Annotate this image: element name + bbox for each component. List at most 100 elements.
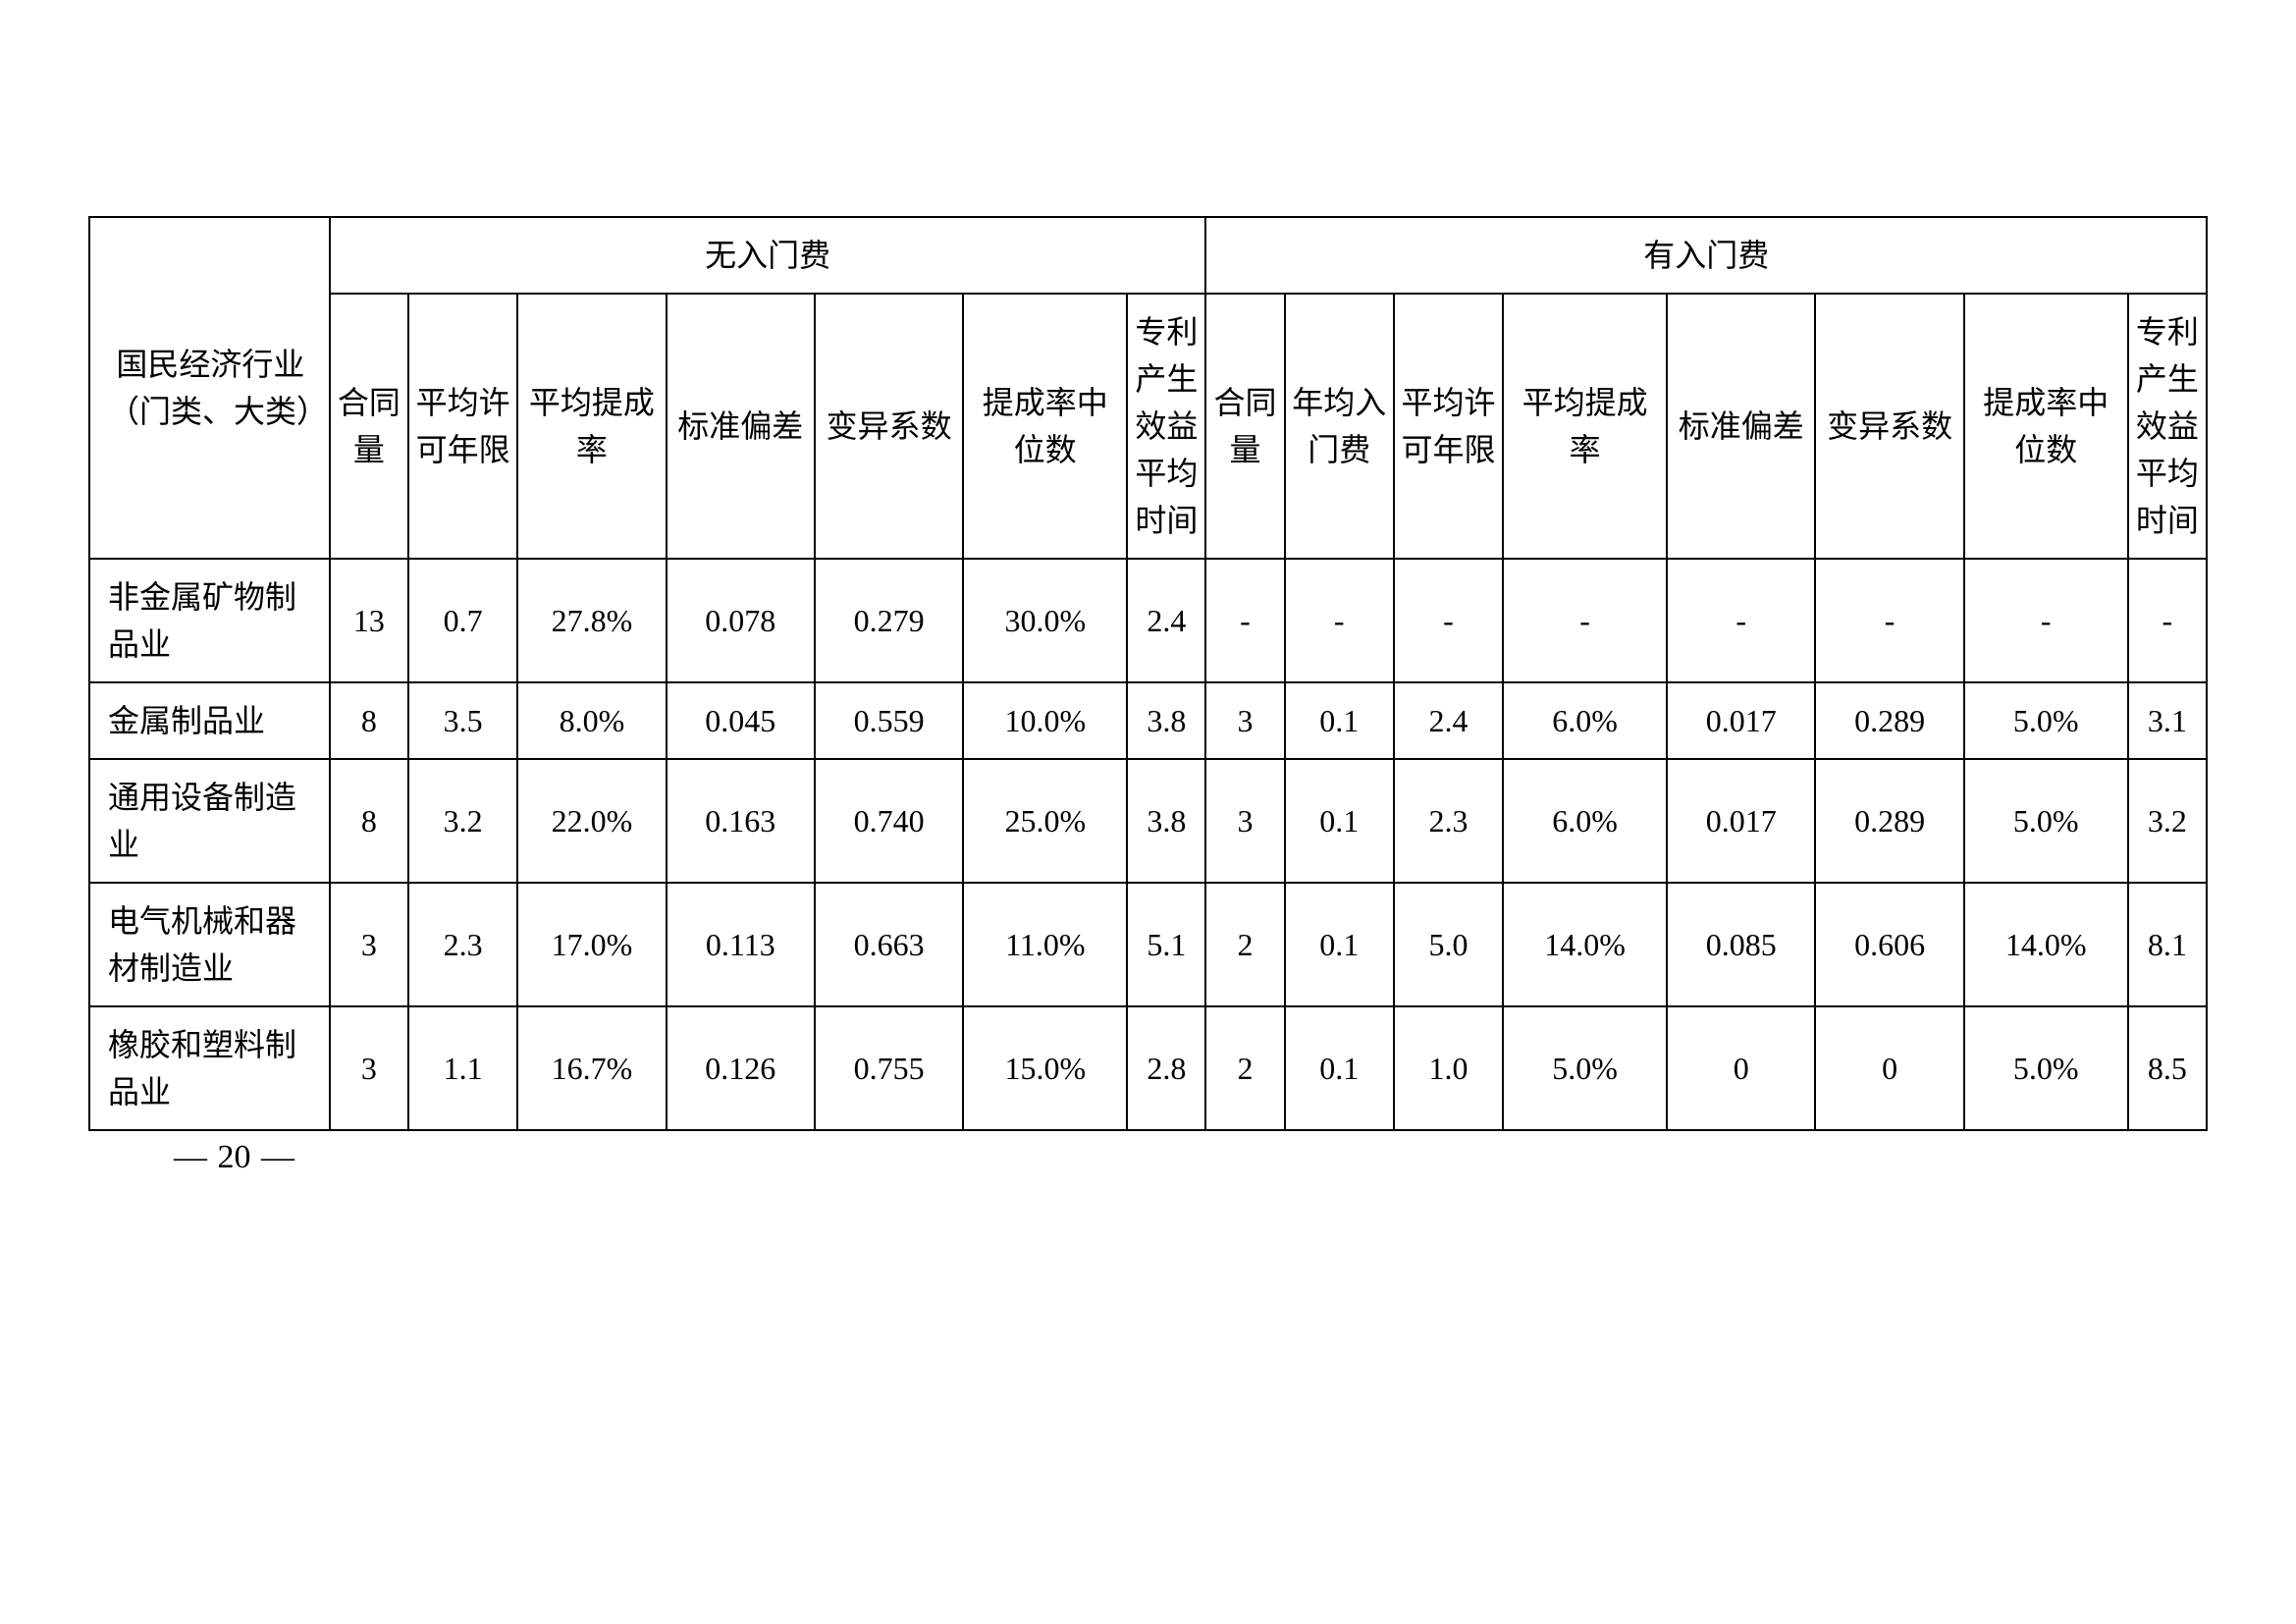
table-cell: 0 [1667,1006,1815,1130]
table-cell: 3 [330,883,408,1006]
table-cell: 3.2 [2128,759,2207,883]
table-cell: 0.126 [667,1006,815,1130]
col-subheader: 专利产生效益平均时间 [2128,294,2207,559]
table-cell: 2.4 [1394,682,1503,759]
table-cell: 2 [1205,1006,1284,1130]
table-cell: 25.0% [963,759,1127,883]
col-subheader: 平均许可年限 [408,294,517,559]
table-cell: 3.8 [1127,682,1205,759]
col-subheader: 平均提成率 [1503,294,1667,559]
table-cell: 1.1 [408,1006,517,1130]
table-cell: 8 [330,759,408,883]
table-cell: 30.0% [963,559,1127,682]
table-cell: 0.113 [667,883,815,1006]
table-cell: 0.279 [815,559,963,682]
table-cell: 2.3 [408,883,517,1006]
table-cell: 5.0% [1964,759,2128,883]
table-cell: 0.017 [1667,682,1815,759]
table-cell: 0.085 [1667,883,1815,1006]
col-subheader: 平均许可年限 [1394,294,1503,559]
table-cell: 0.1 [1285,759,1394,883]
table-cell: 0.755 [815,1006,963,1130]
table-cell: 14.0% [1964,883,2128,1006]
table-cell: 10.0% [963,682,1127,759]
table-cell: 2.8 [1127,1006,1205,1130]
table-cell: 13 [330,559,408,682]
page-number: — 20 — [172,1139,296,1176]
table-row: 电气机械和器材制造业32.317.0%0.1130.66311.0%5.120.… [89,883,2207,1006]
table-cell: 5.0% [1503,1006,1667,1130]
table-cell: - [1964,559,2128,682]
table-cell: 2 [1205,883,1284,1006]
table-cell: 0.289 [1815,759,1963,883]
table-cell: 0.078 [667,559,815,682]
col-subheader: 提成率中位数 [963,294,1127,559]
table-cell: 0.045 [667,682,815,759]
table-cell: 1.0 [1394,1006,1503,1130]
table-cell: 0.606 [1815,883,1963,1006]
table-cell: 0 [1815,1006,1963,1130]
table-cell: 0.7 [408,559,517,682]
row-label: 非金属矿物制品业 [89,559,330,682]
table-cell: 3 [1205,759,1284,883]
table-cell: 0.1 [1285,1006,1394,1130]
col-subheader: 变异系数 [815,294,963,559]
table-cell: 3 [330,1006,408,1130]
table-cell: 0.017 [1667,759,1815,883]
table-cell: 15.0% [963,1006,1127,1130]
row-label: 金属制品业 [89,682,330,759]
table-cell: 8 [330,682,408,759]
table-cell: 8.5 [2128,1006,2207,1130]
table-cell: 22.0% [517,759,666,883]
col-header-industry: 国民经济行业（门类、大类） [89,217,330,559]
table-cell: 6.0% [1503,682,1667,759]
table-row: 橡胶和塑料制品业31.116.7%0.1260.75515.0%2.820.11… [89,1006,2207,1130]
col-subheader: 变异系数 [1815,294,1963,559]
table-cell: 0.163 [667,759,815,883]
col-subheader: 平均提成率 [517,294,666,559]
table-cell: 5.1 [1127,883,1205,1006]
table-cell: 3.5 [408,682,517,759]
table-cell: 3.2 [408,759,517,883]
table-cell: 5.0% [1964,682,2128,759]
table-cell: 5.0% [1964,1006,2128,1130]
col-subheader: 合同量 [1205,294,1284,559]
table-cell: 6.0% [1503,759,1667,883]
table-cell: 0.289 [1815,682,1963,759]
table-cell: - [1285,559,1394,682]
col-subheader: 专利产生效益平均时间 [1127,294,1205,559]
table-cell: 0.1 [1285,682,1394,759]
table-cell: 0.559 [815,682,963,759]
col-subheader: 标准偏差 [667,294,815,559]
table-cell: 5.0 [1394,883,1503,1006]
table-cell: - [1503,559,1667,682]
table-cell: 3.1 [2128,682,2207,759]
table-cell: 0.740 [815,759,963,883]
table-cell: 17.0% [517,883,666,1006]
table-cell: 3 [1205,682,1284,759]
col-subheader: 提成率中位数 [1964,294,2128,559]
col-subheader: 年均入门费 [1285,294,1394,559]
table-cell: 8.0% [517,682,666,759]
col-subheader: 合同量 [330,294,408,559]
table-cell: 14.0% [1503,883,1667,1006]
row-label: 橡胶和塑料制品业 [89,1006,330,1130]
table-cell: - [1815,559,1963,682]
table-cell: 16.7% [517,1006,666,1130]
table-cell: 2.3 [1394,759,1503,883]
table-cell: 27.8% [517,559,666,682]
table-cell: - [1394,559,1503,682]
col-subheader: 标准偏差 [1667,294,1815,559]
group-header-fee: 有入门费 [1205,217,2207,294]
table-cell: 8.1 [2128,883,2207,1006]
table-row: 金属制品业83.58.0%0.0450.55910.0%3.830.12.46.… [89,682,2207,759]
table-cell: 11.0% [963,883,1127,1006]
table-cell: - [1667,559,1815,682]
row-label: 电气机械和器材制造业 [89,883,330,1006]
table-cell: 3.8 [1127,759,1205,883]
table-cell: 0.1 [1285,883,1394,1006]
table-row: 非金属矿物制品业130.727.8%0.0780.27930.0%2.4----… [89,559,2207,682]
table-cell: - [1205,559,1284,682]
table-cell: 2.4 [1127,559,1205,682]
table-row: 通用设备制造业83.222.0%0.1630.74025.0%3.830.12.… [89,759,2207,883]
